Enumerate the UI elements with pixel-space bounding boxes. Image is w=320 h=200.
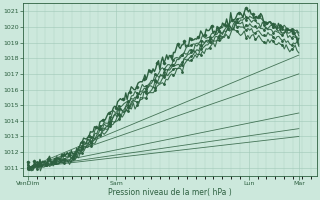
X-axis label: Pression niveau de la mer( hPa ): Pression niveau de la mer( hPa ) xyxy=(108,188,232,197)
